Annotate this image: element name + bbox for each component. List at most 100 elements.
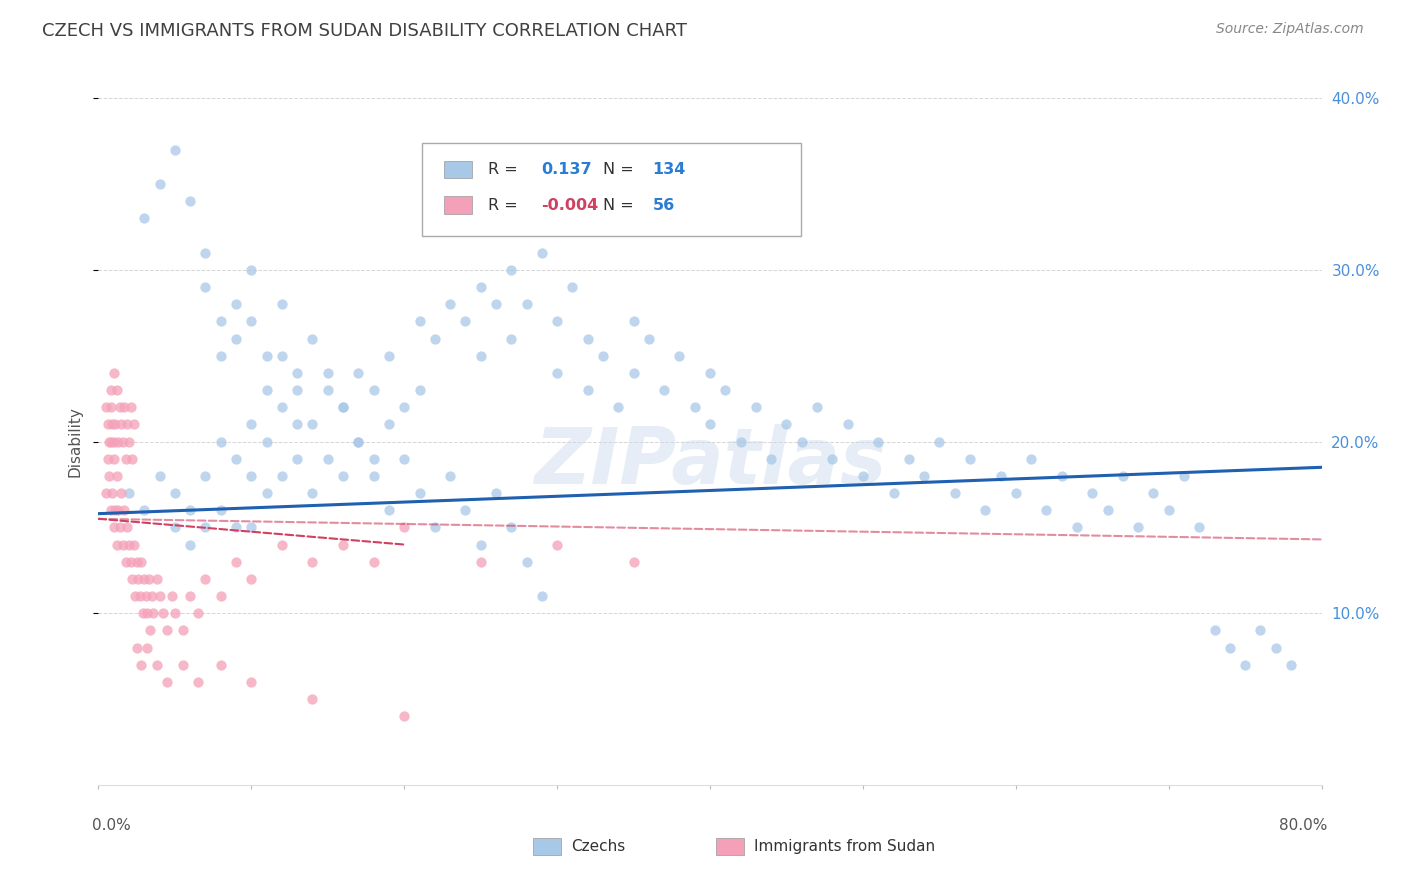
Point	[378, 503, 401, 517]
Point	[745, 400, 768, 414]
Point	[301, 332, 323, 346]
Point	[928, 434, 950, 449]
Point	[790, 434, 813, 449]
Point	[209, 503, 232, 517]
Point	[652, 383, 675, 397]
Point	[209, 434, 232, 449]
Point	[101, 417, 124, 432]
Point	[209, 349, 232, 363]
Point	[125, 640, 148, 655]
Point	[118, 434, 141, 449]
Point	[163, 520, 186, 534]
Point	[240, 520, 263, 534]
Point	[592, 349, 614, 363]
Point	[363, 451, 385, 466]
Point	[179, 537, 201, 551]
Point	[623, 314, 645, 328]
Point	[759, 451, 782, 466]
Point	[98, 434, 121, 449]
Point	[209, 589, 232, 603]
Point	[118, 537, 141, 551]
Text: 134: 134	[652, 162, 686, 177]
Point	[392, 400, 416, 414]
Point	[1188, 520, 1211, 534]
Point	[1173, 469, 1195, 483]
Point	[111, 434, 134, 449]
Point	[149, 469, 172, 483]
Point	[98, 469, 121, 483]
Point	[138, 572, 160, 586]
Point	[105, 469, 128, 483]
Point	[129, 657, 152, 672]
Point	[1035, 503, 1057, 517]
Point	[1066, 520, 1088, 534]
Point	[423, 520, 446, 534]
Text: R =: R =	[488, 162, 517, 177]
Point	[141, 589, 163, 603]
Point	[623, 366, 645, 380]
Point	[607, 400, 630, 414]
Point	[501, 263, 523, 277]
Point	[240, 314, 263, 328]
Point	[1019, 451, 1042, 466]
Point	[316, 383, 339, 397]
Point	[125, 555, 148, 569]
Point	[149, 589, 172, 603]
Point	[501, 332, 523, 346]
Point	[1204, 624, 1226, 638]
Point	[225, 451, 247, 466]
Point	[103, 451, 125, 466]
Point	[454, 503, 477, 517]
Text: CZECH VS IMMIGRANTS FROM SUDAN DISABILITY CORRELATION CHART: CZECH VS IMMIGRANTS FROM SUDAN DISABILIT…	[42, 22, 688, 40]
Point	[225, 332, 247, 346]
Point	[240, 572, 263, 586]
Point	[316, 366, 339, 380]
Text: R =: R =	[488, 198, 517, 212]
Point	[134, 211, 156, 226]
Point	[209, 657, 232, 672]
Point	[94, 486, 117, 500]
Point	[912, 469, 935, 483]
Point	[135, 589, 157, 603]
Point	[118, 486, 141, 500]
Point	[270, 297, 292, 311]
Point	[194, 572, 217, 586]
Point	[194, 469, 217, 483]
Point	[363, 383, 385, 397]
Point	[837, 417, 859, 432]
Point	[256, 434, 278, 449]
Point	[105, 537, 128, 551]
Point	[179, 194, 201, 208]
Point	[1128, 520, 1150, 534]
Point	[97, 417, 120, 432]
Point	[108, 520, 131, 534]
Point	[194, 280, 217, 294]
Point	[240, 263, 263, 277]
Point	[332, 469, 354, 483]
Point	[163, 486, 186, 500]
Point	[129, 555, 152, 569]
Point	[683, 400, 706, 414]
Point	[316, 451, 339, 466]
Point	[392, 451, 416, 466]
Point	[668, 349, 690, 363]
Point	[332, 400, 354, 414]
Point	[530, 589, 553, 603]
Point	[225, 555, 247, 569]
Point	[1050, 469, 1073, 483]
Point	[485, 486, 508, 500]
Point	[103, 366, 125, 380]
Point	[240, 674, 263, 689]
Point	[100, 383, 122, 397]
Point	[115, 451, 138, 466]
Point	[868, 434, 890, 449]
Point	[852, 469, 875, 483]
Point	[332, 537, 354, 551]
Point	[270, 469, 292, 483]
Point	[1157, 503, 1180, 517]
Point	[134, 503, 156, 517]
Point	[107, 503, 129, 517]
Point	[1081, 486, 1104, 500]
Point	[378, 417, 401, 432]
Point	[378, 349, 401, 363]
